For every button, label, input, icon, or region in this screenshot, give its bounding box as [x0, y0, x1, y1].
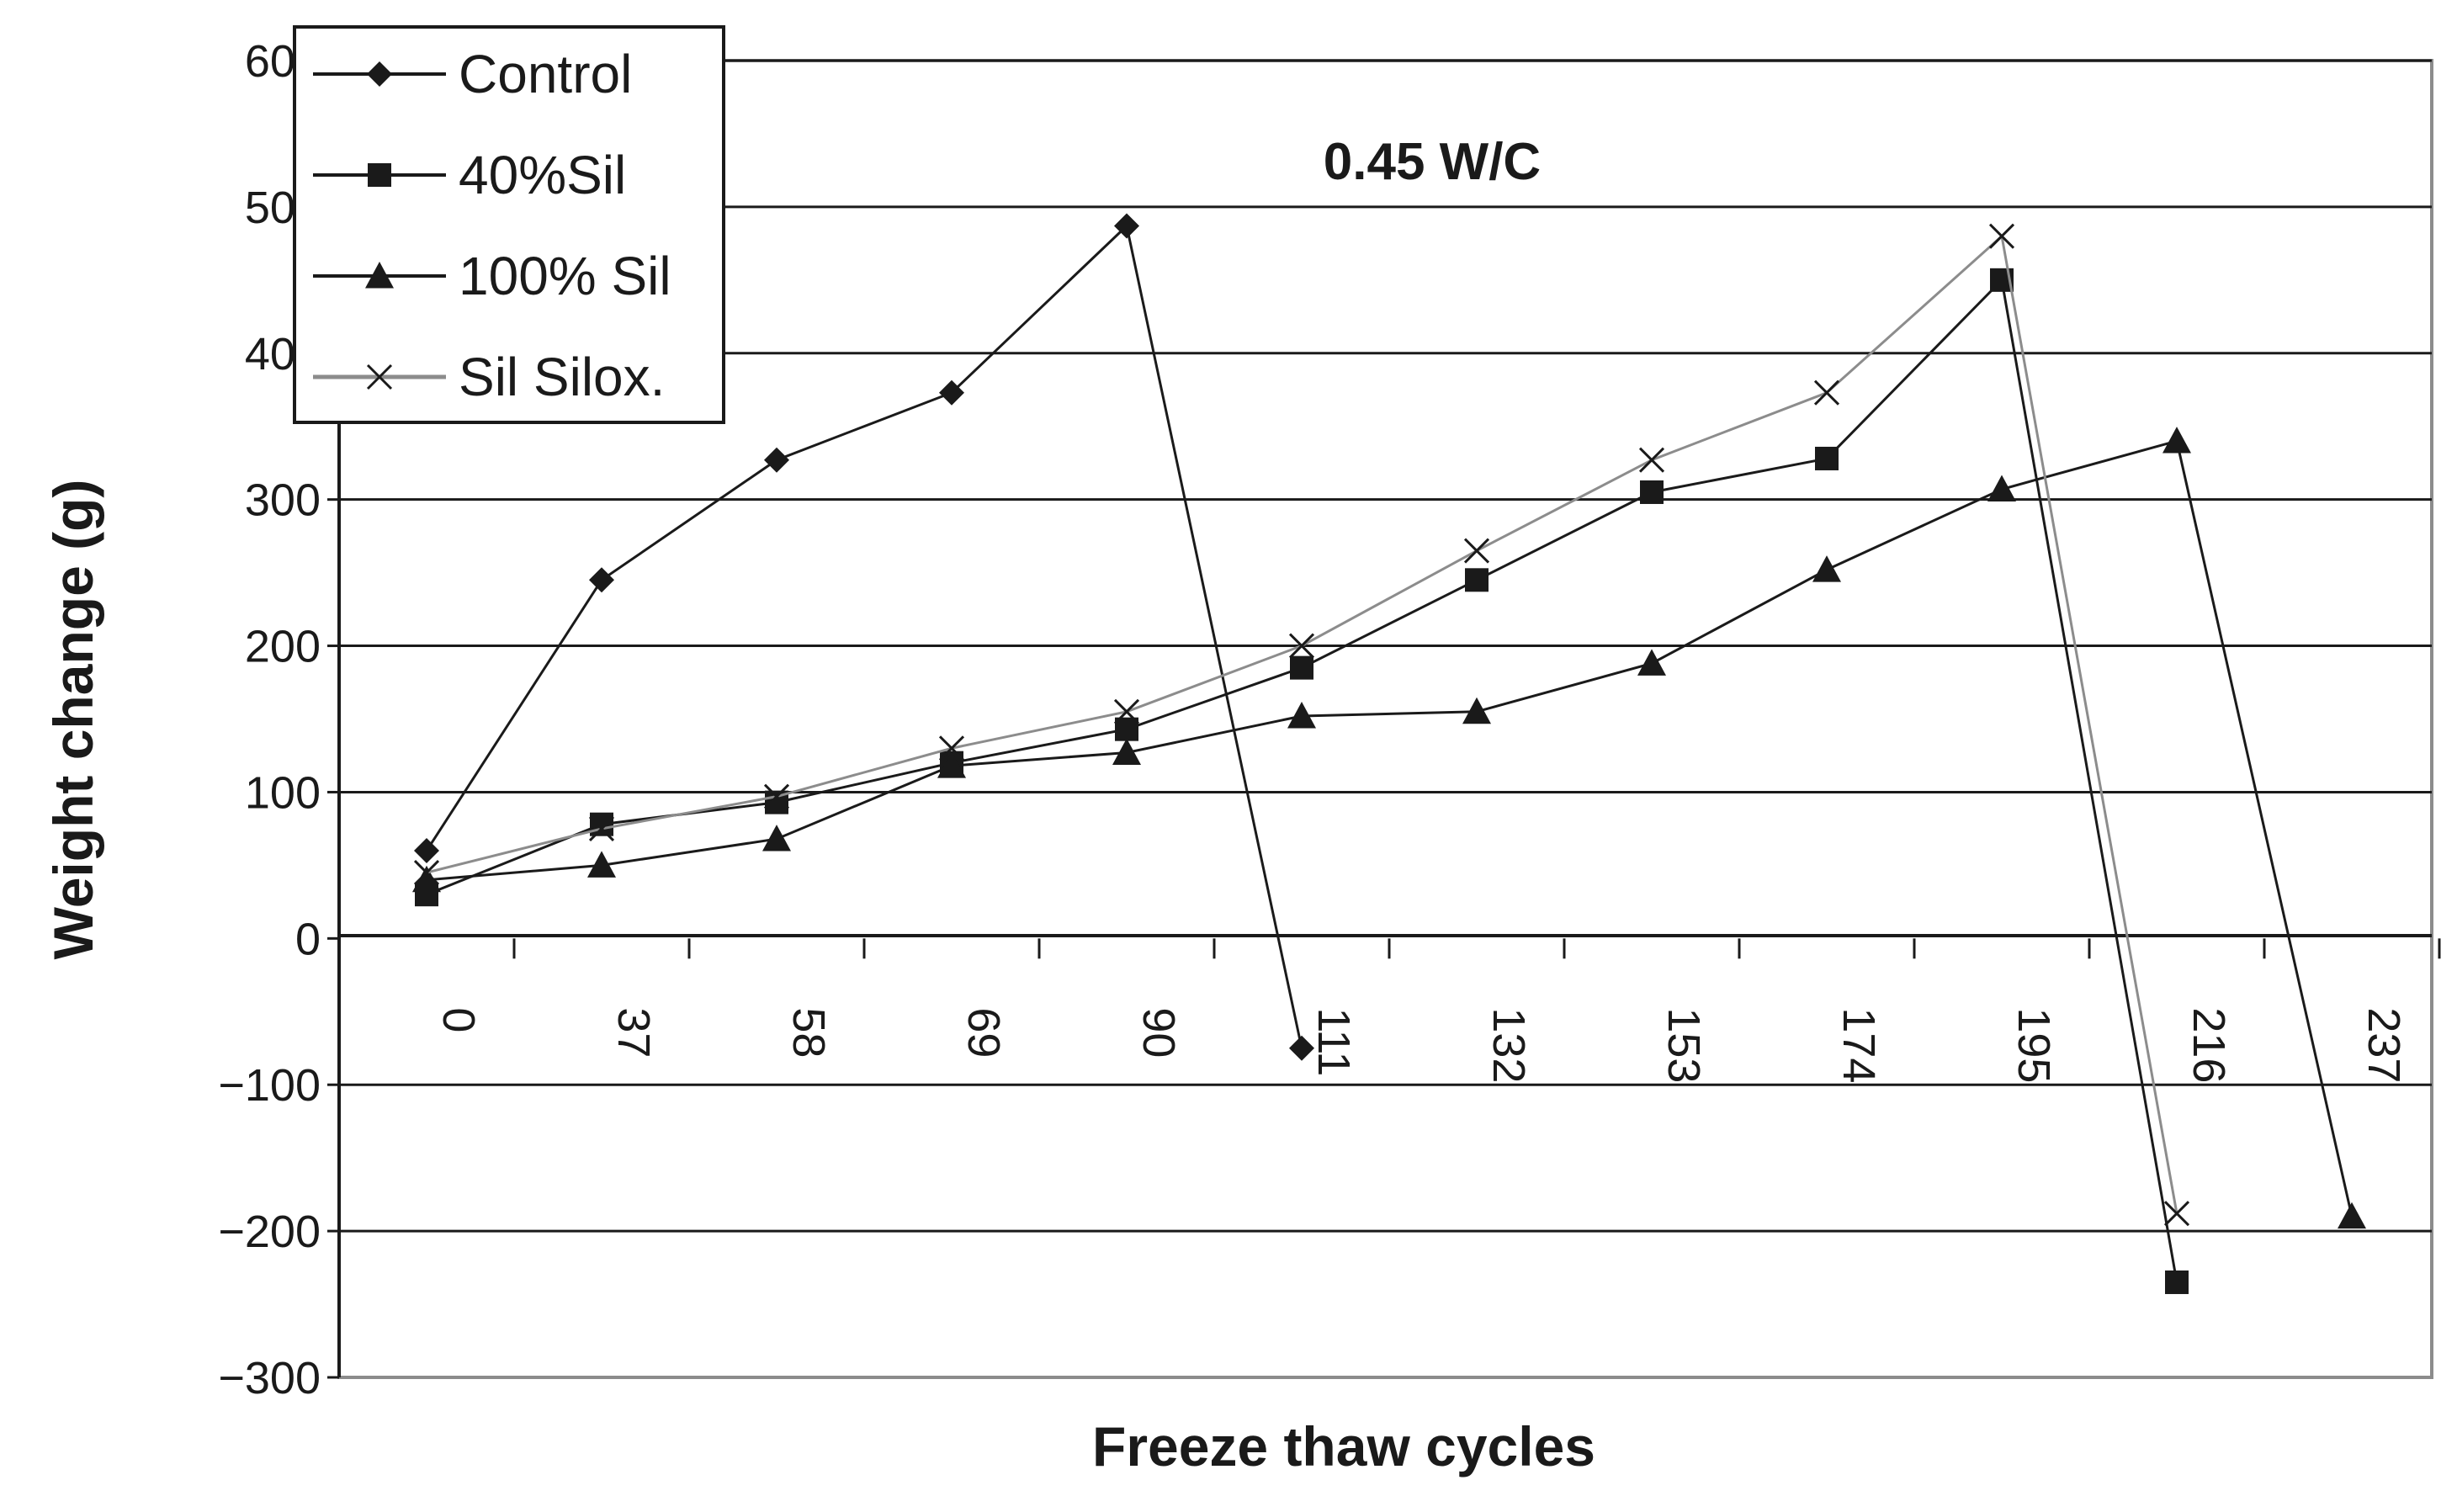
legend-label: Control [459, 44, 632, 104]
data-point-100-sil [1812, 555, 1841, 582]
legend-marker [367, 61, 392, 87]
data-point-sil-silox [413, 860, 440, 886]
data-point-sil-silox [938, 735, 965, 761]
data-point-40-sil [1115, 717, 1138, 741]
data-point-40-sil [1465, 568, 1489, 592]
ticks [327, 59, 2441, 1379]
y-tick-label: 200 [245, 622, 321, 672]
x-tick-label: 90 [1133, 1007, 1184, 1058]
data-point-sil-silox [1463, 538, 1490, 564]
x-tick-labels: 0 37 58 69 90 111 132 153 174 195 216 237 [433, 1007, 2409, 1083]
data-point-100-sil [412, 865, 441, 893]
legend-label: 100% Sil [459, 246, 671, 306]
y-tick-label: 300 [245, 475, 321, 526]
legend-box [293, 25, 725, 424]
x-tick-label: 174 [1833, 1007, 1884, 1083]
legend-marker [368, 163, 391, 187]
data-point-sil-silox [1638, 447, 1665, 473]
data-point-control [939, 379, 964, 406]
x-tick-label: 237 [2359, 1007, 2409, 1083]
data-point-sil-silox [2163, 1201, 2190, 1227]
data-point-control [589, 567, 614, 593]
data-point-40-sil [590, 812, 613, 836]
data-point-sil-silox [1813, 379, 1840, 406]
data-point-control [1289, 1035, 1314, 1061]
data-point-40-sil [1815, 446, 1839, 470]
legend-marker [366, 363, 393, 390]
data-point-100-sil [1462, 697, 1491, 724]
data-point-100-sil [1987, 475, 2016, 501]
data-point-100-sil [762, 825, 791, 851]
data-point-40-sil [2165, 1270, 2189, 1294]
data-point-100-sil [2338, 1202, 2366, 1229]
series-control [414, 213, 1314, 1061]
legend-item-100-sil: 100% Sil [313, 246, 671, 306]
legend: Control 40%Sil 100% Sil Sil Silox. [293, 25, 725, 424]
data-point-sil-silox [1988, 223, 2015, 249]
data-point-control [764, 447, 789, 473]
y-tick-label: 0 [295, 914, 321, 964]
y-tick-label: 100 [245, 767, 321, 818]
x-tick-label: 153 [1658, 1007, 1709, 1083]
series-group [412, 213, 2366, 1294]
data-point-100-sil [1112, 738, 1141, 765]
data-point-100-sil [1287, 702, 1316, 729]
legend-label: 40%Sil [459, 145, 626, 205]
y-tick-label: −300 [218, 1353, 321, 1403]
x-tick-label: 195 [2009, 1007, 2059, 1083]
y-axis-title: Weight change (g) [42, 480, 104, 960]
series-line-control [425, 223, 1303, 1049]
data-point-control [1114, 213, 1139, 239]
y-tick-label: −200 [218, 1207, 321, 1257]
x-tick-label: 58 [783, 1007, 834, 1058]
series-40-sil [415, 268, 2189, 1294]
x-axis-title: Freeze thaw cycles [1092, 1415, 1595, 1478]
data-point-100-sil [587, 851, 616, 878]
legend-marker [365, 262, 394, 289]
data-point-100-sil [1637, 649, 1666, 676]
x-tick-label: 0 [433, 1007, 484, 1032]
chart-title: 0.45 W/C [1324, 133, 1541, 191]
data-point-sil-silox [1113, 698, 1140, 724]
data-point-control [414, 838, 439, 863]
data-point-40-sil [1290, 655, 1313, 680]
x-tick-label: 111 [1308, 1007, 1359, 1076]
x-tick-label: 132 [1483, 1007, 1534, 1083]
data-point-sil-silox [1288, 633, 1315, 659]
data-point-40-sil [1640, 480, 1664, 504]
legend-item-sil-silox: Sil Silox. [313, 347, 665, 407]
data-point-100-sil [937, 751, 966, 778]
x-tick-label: 37 [608, 1007, 659, 1058]
legend-item-control: Control [313, 44, 632, 104]
series-line-100-sil [426, 439, 2354, 1218]
x-tick-label: 69 [958, 1007, 1009, 1058]
series-100-sil [412, 427, 2366, 1229]
legend-label: Sil Silox. [459, 347, 665, 407]
legend-item-40-sil: 40%Sil [313, 145, 626, 205]
data-point-sil-silox [588, 815, 615, 841]
series-sil-silox [413, 223, 2190, 1227]
data-point-100-sil [2162, 427, 2191, 454]
x-tick-label: 216 [2184, 1007, 2234, 1083]
y-tick-label: −100 [218, 1060, 321, 1111]
data-point-sil-silox [763, 783, 790, 809]
